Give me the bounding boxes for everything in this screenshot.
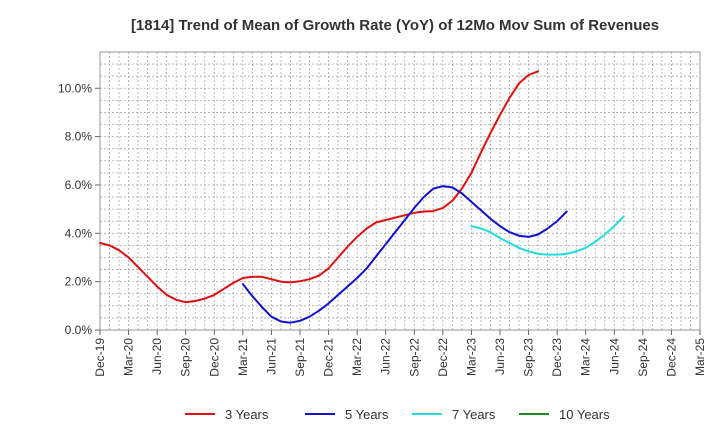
- plot-area: [99, 51, 701, 331]
- series-lines: [99, 70, 625, 324]
- x-tick-label: Dec-20: [207, 338, 221, 377]
- x-tick-label: Jun-23: [493, 338, 507, 375]
- y-tick-label: 8.0%: [65, 130, 93, 144]
- x-tick-label: Sep-22: [407, 338, 421, 377]
- y-tick-label: 4.0%: [65, 226, 93, 240]
- y-tick-label: 0.0%: [65, 323, 93, 337]
- x-tick-label: Jun-21: [264, 338, 278, 375]
- legend-label: 10 Years: [559, 407, 610, 422]
- y-tick-label: 10.0%: [58, 81, 92, 95]
- x-tick-label: Mar-22: [350, 338, 364, 376]
- x-tick-label: Mar-23: [464, 338, 478, 376]
- y-tick-label: 2.0%: [65, 275, 93, 289]
- legend: 3 Years 5 Years 7 Years 10 Years: [185, 407, 610, 422]
- x-tick-label: Mar-25: [693, 338, 707, 376]
- x-tick-label: Mar-21: [236, 338, 250, 376]
- x-tick-label: Dec-19: [93, 338, 107, 377]
- x-tick-label: Jun-20: [150, 338, 164, 375]
- series-line-2: [470, 215, 625, 256]
- x-tick-label: Dec-22: [436, 338, 450, 377]
- series-line-0: [99, 70, 540, 304]
- x-tick-label: Mar-24: [579, 338, 593, 376]
- y-tick-label: 6.0%: [65, 178, 93, 192]
- x-tick-label: Dec-21: [322, 338, 336, 377]
- x-tick-label: Dec-23: [550, 338, 564, 377]
- x-axis-ticks: Dec-19 Mar-20 Jun-20 Sep-20 Dec-20 Mar-21 Jun-…: [93, 330, 707, 377]
- x-tick-label: Dec-24: [664, 338, 678, 377]
- grid-lines: [100, 52, 700, 330]
- x-tick-label: Sep-23: [522, 338, 536, 377]
- x-tick-label: Mar-20: [122, 338, 136, 376]
- legend-label: 7 Years: [452, 407, 496, 422]
- chart-title: [1814] Trend of Mean of Growth Rate (YoY…: [131, 17, 659, 34]
- series-line-1: [241, 185, 568, 324]
- x-tick-label: Jun-24: [607, 338, 621, 375]
- y-axis-ticks: 0.0% 2.0% 4.0% 6.0% 8.0% 10.0%: [58, 81, 100, 337]
- x-tick-label: Sep-24: [636, 338, 650, 377]
- legend-label: 5 Years: [345, 407, 389, 422]
- x-tick-label: Sep-21: [293, 338, 307, 377]
- x-tick-label: Sep-20: [179, 338, 193, 377]
- x-tick-label: Jun-22: [379, 338, 393, 375]
- plot-frame: [99, 51, 701, 331]
- legend-label: 3 Years: [225, 407, 269, 422]
